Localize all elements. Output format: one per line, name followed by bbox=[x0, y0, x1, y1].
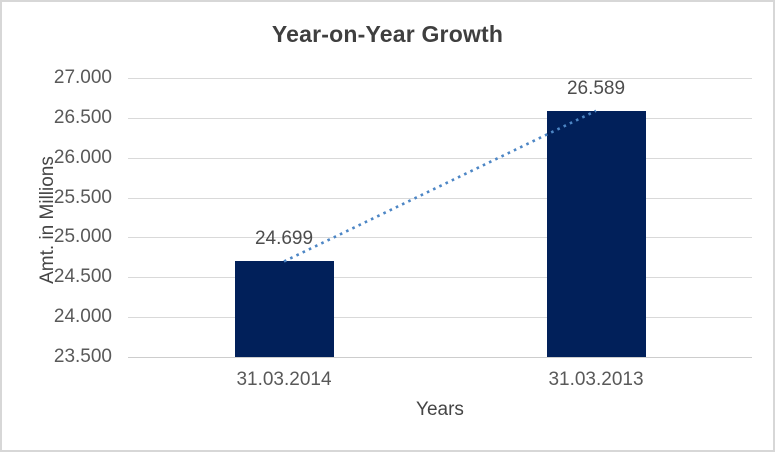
gridline bbox=[128, 277, 752, 279]
x-tick-label: 31.03.2013 bbox=[548, 369, 644, 390]
x-tick-label: 31.03.2014 bbox=[236, 369, 332, 390]
y-tick-label: 25.000 bbox=[53, 226, 112, 248]
trendline bbox=[283, 109, 597, 263]
chart-title: Year-on-Year Growth bbox=[271, 21, 504, 47]
bar bbox=[234, 261, 334, 357]
gridline bbox=[128, 237, 752, 239]
gridline bbox=[128, 78, 752, 79]
y-tick-label: 23.500 bbox=[53, 346, 112, 367]
bar bbox=[546, 110, 646, 357]
y-tick-label: 26.000 bbox=[53, 146, 112, 168]
gridline bbox=[128, 157, 752, 159]
y-tick-label: 24.500 bbox=[53, 266, 112, 288]
bar-data-label: 24.699 bbox=[254, 228, 314, 250]
plot-area: 23.500 24.000 24.500 25.000 25.500 26.000 26.5… bbox=[54, 67, 752, 390]
y-tick-label: 26.500 bbox=[53, 106, 112, 128]
y-tick-label: 24.000 bbox=[53, 306, 112, 328]
x-axis-line bbox=[128, 357, 752, 358]
y-tick-label: 25.500 bbox=[53, 186, 112, 208]
y-tick-label: 27.000 bbox=[53, 67, 112, 88]
gridline bbox=[128, 317, 752, 319]
x-axis-title: Years bbox=[416, 399, 464, 420]
gridline bbox=[128, 197, 752, 199]
gridline bbox=[128, 117, 752, 119]
bar-data-label: 26.589 bbox=[566, 77, 626, 99]
